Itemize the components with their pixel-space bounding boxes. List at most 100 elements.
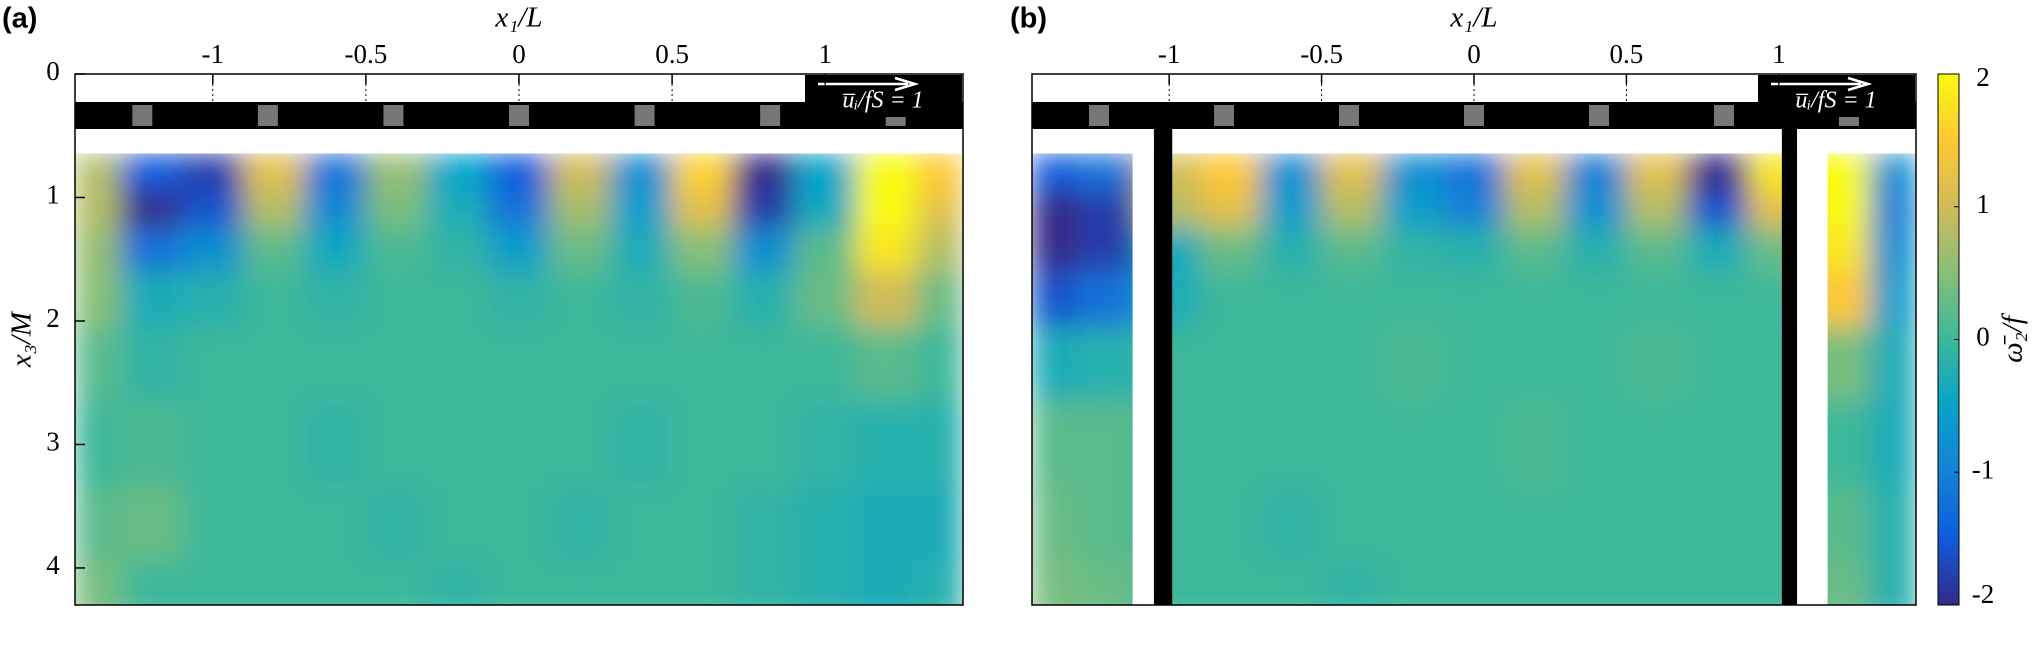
cell: [242, 487, 306, 563]
scale-box: [805, 75, 962, 117]
cell: [1443, 153, 1505, 192]
cell: [794, 400, 857, 489]
cell: [671, 561, 734, 605]
cell: [1032, 190, 1079, 229]
x-axis-label: x₁/L: [1449, 2, 1497, 34]
cell: [855, 190, 918, 229]
cell: [1869, 153, 1916, 192]
cell: [1321, 400, 1384, 489]
cell: [855, 153, 918, 192]
cell: [610, 153, 673, 192]
cell: [1564, 153, 1627, 192]
cell: [242, 400, 306, 489]
cell: [242, 326, 306, 402]
cell: [671, 487, 734, 563]
scale-label: u̅ᵢ/fS = 1: [1795, 88, 1876, 114]
cell: [1199, 400, 1262, 489]
cell: [1260, 227, 1323, 273]
cell: [304, 271, 367, 328]
cell: [1077, 561, 1140, 605]
cell: [181, 400, 244, 489]
cell: [916, 227, 963, 273]
cell: [304, 561, 367, 605]
colorbar-label: ω̄₂/f: [1997, 312, 2029, 363]
cell: [732, 227, 796, 273]
cell: [1564, 227, 1627, 273]
cell: [1503, 561, 1566, 605]
cell: [794, 190, 857, 229]
grid-bar: [509, 105, 529, 126]
cell: [304, 487, 367, 563]
x-tick-label: 0.5: [1610, 39, 1644, 69]
colorbar-tick-label: 1: [1976, 189, 1990, 219]
cell: [1443, 487, 1505, 563]
cell: [1686, 227, 1749, 273]
cell: [610, 190, 673, 229]
cell: [610, 326, 673, 402]
cell: [1503, 190, 1566, 229]
cell: [1625, 153, 1688, 192]
x-tick-label: 0: [1467, 39, 1481, 69]
cell: [120, 561, 183, 605]
cell: [120, 271, 183, 328]
cell: [549, 153, 612, 192]
cell: [75, 271, 122, 328]
cell: [304, 190, 367, 229]
cell: [1382, 400, 1445, 489]
cell: [1443, 326, 1505, 402]
cell: [671, 190, 734, 229]
cell: [120, 190, 183, 229]
scale-arrow: [818, 76, 920, 92]
cell: [732, 400, 796, 489]
cell: [1321, 487, 1384, 563]
cell: [1625, 190, 1688, 229]
cell: [487, 561, 551, 605]
cell: [181, 153, 244, 192]
x-tick-label: -1: [202, 39, 225, 69]
cell: [794, 561, 857, 605]
cell: [1199, 190, 1262, 229]
cell: [365, 487, 428, 563]
cell: [610, 271, 673, 328]
colorbar-tick-label: 0: [1976, 322, 1990, 352]
cell: [1382, 271, 1445, 328]
panel-title: (b): [1010, 3, 1047, 35]
plot-area: [1032, 102, 1916, 605]
scale-box: [1758, 75, 1915, 117]
cell: [1503, 400, 1566, 489]
cell: [1199, 227, 1262, 273]
cell: [610, 227, 673, 273]
cell: [916, 271, 963, 328]
grid-bar: [1339, 105, 1360, 126]
cell: [1077, 487, 1140, 563]
cell: [855, 326, 918, 402]
x-tick-label: 0.5: [655, 39, 689, 69]
cell: [426, 400, 489, 489]
x-tick-label: -1: [1158, 39, 1181, 69]
cell: [365, 400, 428, 489]
grid-bar: [634, 105, 655, 126]
plot-area: [75, 102, 963, 605]
cell: [855, 227, 918, 273]
heatmap: [75, 153, 963, 605]
cell: [426, 190, 489, 229]
cell: [181, 326, 244, 402]
wall: [1781, 129, 1798, 605]
x-tick-label: 1: [818, 39, 832, 69]
cell: [1032, 561, 1079, 605]
cell: [1503, 326, 1566, 402]
cell: [794, 227, 857, 273]
cell: [671, 153, 734, 192]
cell: [1564, 190, 1627, 229]
cell: [181, 487, 244, 563]
cell: [487, 271, 551, 328]
cell: [426, 561, 489, 605]
cell: [610, 561, 673, 605]
cell: [1686, 400, 1749, 489]
cell: [794, 271, 857, 328]
cell: [732, 561, 796, 605]
cell: [365, 190, 428, 229]
cell: [916, 487, 963, 563]
cell: [1564, 561, 1627, 605]
